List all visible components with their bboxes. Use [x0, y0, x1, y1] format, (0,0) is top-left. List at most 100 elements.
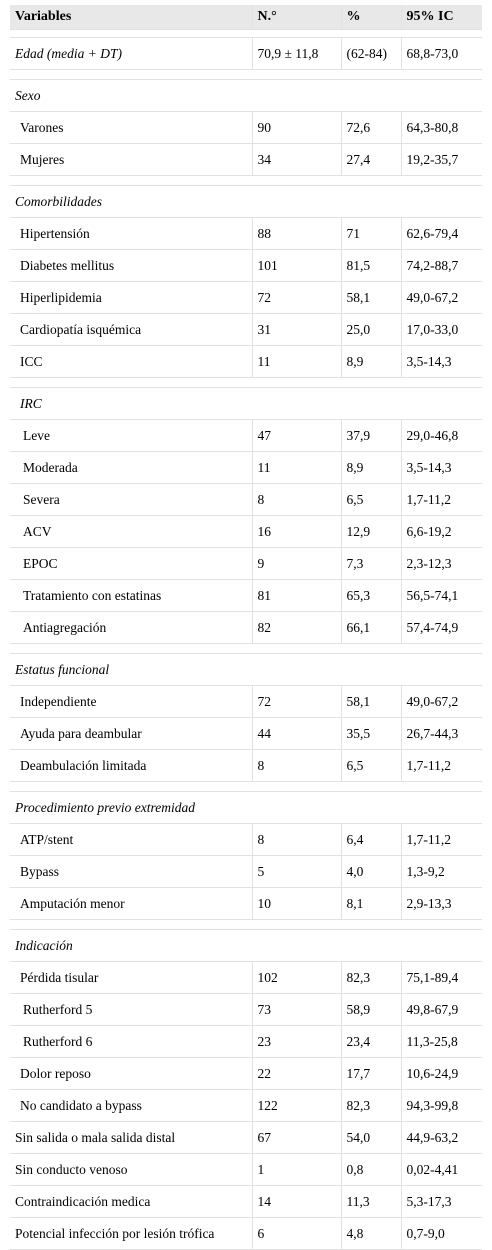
percent-cell: 6,4	[340, 823, 401, 856]
n-cell: 122	[251, 1089, 341, 1122]
ci-cell: 62,6-79,4	[400, 217, 482, 250]
ci-cell: 49,8-67,9	[400, 993, 482, 1026]
section-label: Estatus funcional	[10, 653, 482, 686]
ci-cell: 10,6-24,9	[400, 1057, 482, 1090]
n-cell: 23	[251, 1025, 341, 1058]
variable-cell: Hipertensión	[10, 217, 252, 250]
n-cell: 88	[251, 217, 341, 250]
n-cell: 8	[251, 483, 341, 516]
variable-cell: Dolor reposo	[10, 1057, 252, 1090]
percent-cell: 82,3	[340, 1089, 401, 1122]
n-cell: 11	[251, 345, 341, 378]
spacer-cell	[10, 29, 482, 38]
percent-cell: 8,9	[340, 345, 401, 378]
variable-cell: Leve	[10, 419, 252, 452]
ci-cell: 29,0-46,8	[400, 419, 482, 452]
variable-cell: Contraindicación medica	[10, 1185, 252, 1218]
percent-cell: 4,8	[340, 1217, 401, 1250]
percent-cell: 23,4	[340, 1025, 401, 1058]
ci-cell: 6,6-19,2	[400, 515, 482, 548]
percent-cell: 27,4	[340, 143, 401, 176]
n-cell: 9	[251, 547, 341, 580]
n-cell: 22	[251, 1057, 341, 1090]
table-row: Antiagregación 82 66,1 57,4-74,9	[10, 611, 482, 644]
table-row: Diabetes mellitus 101 81,5 74,2-88,7	[10, 249, 482, 282]
ci-cell: 2,9-13,3	[400, 887, 482, 920]
percent-cell: 17,7	[340, 1057, 401, 1090]
table-row: Sin salida o mala salida distal 67 54,0 44,…	[10, 1121, 482, 1154]
spacer-row	[10, 175, 482, 186]
variable-cell: Sin salida o mala salida distal	[10, 1121, 252, 1154]
table-header-row: Variables N.° % 95% IC	[10, 5, 482, 30]
section-label: Comorbilidades	[10, 185, 482, 218]
ci-cell: 3,5-14,3	[400, 451, 482, 484]
header-percent: %	[340, 5, 401, 30]
ci-cell: 1,3-9,2	[400, 855, 482, 888]
percent-cell: 25,0	[340, 313, 401, 346]
section-header-row: Sexo	[10, 79, 482, 112]
table-row: Varones 90 72,6 64,3-80,8	[10, 111, 482, 144]
table-body: Edad (media + DT) 70,9 ± 11,8 (62-84) 68,8-…	[10, 29, 482, 1250]
table-row: ACV 16 12,9 6,6-19,2	[10, 515, 482, 548]
table-row: Mujeres 34 27,4 19,2-35,7	[10, 143, 482, 176]
spacer-cell	[10, 643, 482, 654]
variable-cell: Rutherford 5	[10, 993, 252, 1026]
variable-cell: ACV	[10, 515, 252, 548]
table-row: Edad (media + DT) 70,9 ± 11,8 (62-84) 68,8-…	[10, 37, 482, 70]
header-n: N.°	[251, 5, 341, 30]
variable-cell: ICC	[10, 345, 252, 378]
percent-cell: 58,1	[340, 281, 401, 314]
n-cell: 8	[251, 749, 341, 782]
percent-cell: 6,5	[340, 483, 401, 516]
n-cell: 44	[251, 717, 341, 750]
n-cell: 67	[251, 1121, 341, 1154]
percent-cell: 4,0	[340, 855, 401, 888]
ci-cell: 11,3-25,8	[400, 1025, 482, 1058]
spacer-cell	[10, 69, 482, 80]
spacer-cell	[10, 919, 482, 930]
percent-cell: 72,6	[340, 111, 401, 144]
variable-cell: Severa	[10, 483, 252, 516]
section-header-row: Indicación	[10, 929, 482, 962]
variable-cell: Tratamiento con estatinas	[10, 579, 252, 612]
n-cell: 102	[251, 961, 341, 994]
n-cell: 72	[251, 685, 341, 718]
table-row: No candidato a bypass 122 82,3 94,3-99,8	[10, 1089, 482, 1122]
n-cell: 8	[251, 823, 341, 856]
table-row: Sin conducto venoso 1 0,8 0,02-4,41	[10, 1153, 482, 1186]
table-row: Contraindicación medica 14 11,3 5,3-17,3	[10, 1185, 482, 1218]
percent-cell: 66,1	[340, 611, 401, 644]
spacer-row	[10, 919, 482, 930]
variable-cell: Hiperlipidemia	[10, 281, 252, 314]
ci-cell: 5,3-17,3	[400, 1185, 482, 1218]
n-cell: 6	[251, 1217, 341, 1250]
table-row: Pérdida tisular 102 82,3 75,1-89,4	[10, 961, 482, 994]
percent-cell: 11,3	[340, 1185, 401, 1218]
n-cell: 70,9 ± 11,8	[251, 37, 341, 70]
table-row: ICC 11 8,9 3,5-14,3	[10, 345, 482, 378]
section-header-row: Comorbilidades	[10, 185, 482, 218]
spacer-row	[10, 781, 482, 792]
ci-cell: 49,0-67,2	[400, 685, 482, 718]
table-row: Leve 47 37,9 29,0-46,8	[10, 419, 482, 452]
spacer-row	[10, 377, 482, 388]
percent-cell: 35,5	[340, 717, 401, 750]
table-row: Bypass 5 4,0 1,3-9,2	[10, 855, 482, 888]
n-cell: 10	[251, 887, 341, 920]
ci-cell: 94,3-99,8	[400, 1089, 482, 1122]
spacer-row	[10, 29, 482, 38]
ci-cell: 68,8-73,0	[400, 37, 482, 70]
ci-cell: 3,5-14,3	[400, 345, 482, 378]
ci-cell: 1,7-11,2	[400, 483, 482, 516]
variable-cell: Sin conducto venoso	[10, 1153, 252, 1186]
percent-cell: 7,3	[340, 547, 401, 580]
ci-cell: 0,02-4,41	[400, 1153, 482, 1186]
table-row: Tratamiento con estatinas 81 65,3 56,5-74,1	[10, 579, 482, 612]
variable-cell: Ayuda para deambular	[10, 717, 252, 750]
section-label: IRC	[10, 387, 482, 420]
n-cell: 47	[251, 419, 341, 452]
percent-cell: 58,9	[340, 993, 401, 1026]
spacer-row	[10, 643, 482, 654]
header-variables: Variables	[10, 5, 252, 30]
variable-cell: Independiente	[10, 685, 252, 718]
